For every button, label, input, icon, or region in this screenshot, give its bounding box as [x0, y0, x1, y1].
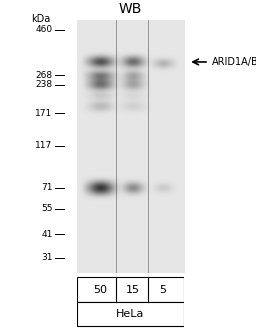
- Text: 15: 15: [126, 285, 140, 294]
- Text: 41: 41: [41, 230, 53, 239]
- Text: 117: 117: [35, 141, 53, 150]
- Text: WB: WB: [119, 2, 142, 16]
- Text: 5: 5: [159, 285, 166, 294]
- Text: 171: 171: [35, 109, 53, 118]
- Bar: [77, 277, 184, 302]
- Text: 50: 50: [93, 285, 107, 294]
- Text: 31: 31: [41, 253, 53, 262]
- Text: 71: 71: [41, 183, 53, 192]
- Text: 460: 460: [36, 25, 53, 34]
- Bar: [77, 302, 184, 326]
- Text: ARID1A/BAF250: ARID1A/BAF250: [212, 57, 256, 67]
- Text: 238: 238: [36, 80, 53, 89]
- Text: 55: 55: [41, 204, 53, 214]
- Text: kDa: kDa: [31, 14, 50, 24]
- Text: 268: 268: [36, 71, 53, 80]
- Text: HeLa: HeLa: [116, 309, 145, 319]
